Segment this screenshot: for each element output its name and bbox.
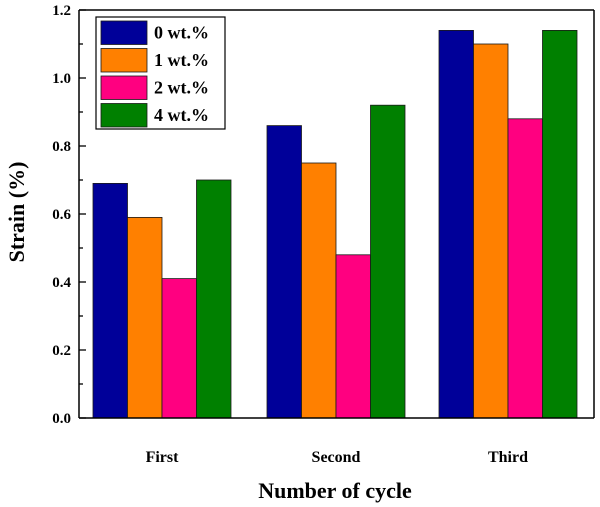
legend-label: 0 wt.% xyxy=(154,23,209,43)
bar-4-wt-second xyxy=(370,104,406,419)
legend-swatch xyxy=(100,103,148,128)
bars-group xyxy=(92,29,578,419)
bar-0-wt-third xyxy=(438,29,474,419)
x-tick-label: First xyxy=(146,449,180,466)
bar-0-wt-first xyxy=(92,182,128,419)
y-tick-label: 0.0 xyxy=(52,411,71,427)
bar-2-wt-first xyxy=(161,278,197,419)
legend-label: 2 wt.% xyxy=(154,78,209,98)
x-tick-label: Third xyxy=(488,449,528,466)
x-tick-label: Second xyxy=(312,449,361,466)
legend-label: 1 wt.% xyxy=(154,50,209,70)
y-tick-label: 1.2 xyxy=(52,3,71,19)
x-axis-title: Number of cycle xyxy=(258,478,412,503)
y-axis-title: Strain (%) xyxy=(4,162,29,263)
y-tick-label: 1.0 xyxy=(52,71,71,87)
bar-4-wt-third xyxy=(542,29,578,419)
bar-4-wt-first xyxy=(196,179,232,419)
legend-swatch xyxy=(100,75,148,100)
legend-label: 4 wt.% xyxy=(154,105,209,125)
y-tick-label: 0.2 xyxy=(52,343,71,359)
bar-1-wt-second xyxy=(301,162,337,419)
bar-1-wt-first xyxy=(127,216,163,419)
legend-swatch xyxy=(100,20,148,45)
axes-group: 0.0 0.2 0.4 0.6 0.8 1.0 1.2 First Second Third xyxy=(52,3,595,466)
bar-2-wt-second xyxy=(335,254,371,419)
legend-swatch xyxy=(100,48,148,73)
y-tick-label: 0.8 xyxy=(52,139,71,155)
bar-0-wt-second xyxy=(266,125,302,419)
bar-2-wt-third xyxy=(507,118,543,419)
bar-1-wt-third xyxy=(473,43,509,419)
legend: 0 wt.% 1 wt.% 2 wt.% 4 wt.% xyxy=(95,16,226,130)
y-tick-label: 0.6 xyxy=(52,207,71,223)
y-tick-label: 0.4 xyxy=(52,275,71,291)
